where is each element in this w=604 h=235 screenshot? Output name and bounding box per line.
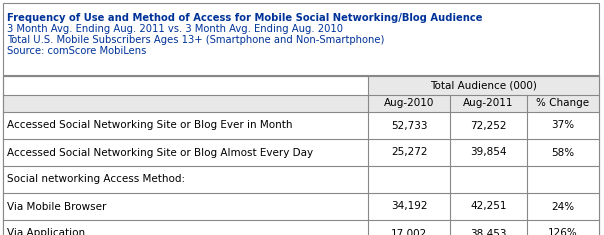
Text: Aug-2010: Aug-2010 xyxy=(384,98,434,109)
Text: 38,453: 38,453 xyxy=(471,228,507,235)
Bar xyxy=(3,193,599,220)
Text: 34,192: 34,192 xyxy=(391,201,427,212)
Bar xyxy=(3,95,599,112)
Text: 72,252: 72,252 xyxy=(471,121,507,130)
Text: 17,002: 17,002 xyxy=(391,228,427,235)
Text: 24%: 24% xyxy=(551,201,574,212)
Text: Aug-2011: Aug-2011 xyxy=(463,98,514,109)
Text: 58%: 58% xyxy=(551,148,574,157)
Text: Social networking Access Method:: Social networking Access Method: xyxy=(7,175,185,184)
Text: Source: comScore MobiLens: Source: comScore MobiLens xyxy=(7,46,146,56)
Text: Total U.S. Mobile Subscribers Ages 13+ (Smartphone and Non-Smartphone): Total U.S. Mobile Subscribers Ages 13+ (… xyxy=(7,35,384,45)
Text: 25,272: 25,272 xyxy=(391,148,427,157)
Text: 52,733: 52,733 xyxy=(391,121,427,130)
Text: 3 Month Avg. Ending Aug. 2011 vs. 3 Month Avg. Ending Aug. 2010: 3 Month Avg. Ending Aug. 2011 vs. 3 Mont… xyxy=(7,24,343,34)
Text: % Change: % Change xyxy=(536,98,590,109)
Bar xyxy=(368,76,599,95)
Text: Via Mobile Browser: Via Mobile Browser xyxy=(7,201,106,212)
Text: Total Audience (000): Total Audience (000) xyxy=(430,81,537,90)
Text: 39,854: 39,854 xyxy=(471,148,507,157)
Bar xyxy=(3,166,599,193)
Bar xyxy=(3,139,599,166)
Text: 126%: 126% xyxy=(548,228,578,235)
Text: 42,251: 42,251 xyxy=(471,201,507,212)
Text: Accessed Social Networking Site or Blog Almost Every Day: Accessed Social Networking Site or Blog … xyxy=(7,148,313,157)
Bar xyxy=(3,112,599,139)
Bar xyxy=(3,220,599,235)
Text: Frequency of Use and Method of Access for Mobile Social Networking/Blog Audience: Frequency of Use and Method of Access fo… xyxy=(7,13,483,23)
Text: Accessed Social Networking Site or Blog Ever in Month: Accessed Social Networking Site or Blog … xyxy=(7,121,292,130)
Text: 37%: 37% xyxy=(551,121,574,130)
Bar xyxy=(3,3,599,75)
Bar xyxy=(3,76,599,235)
Text: Via Application: Via Application xyxy=(7,228,85,235)
